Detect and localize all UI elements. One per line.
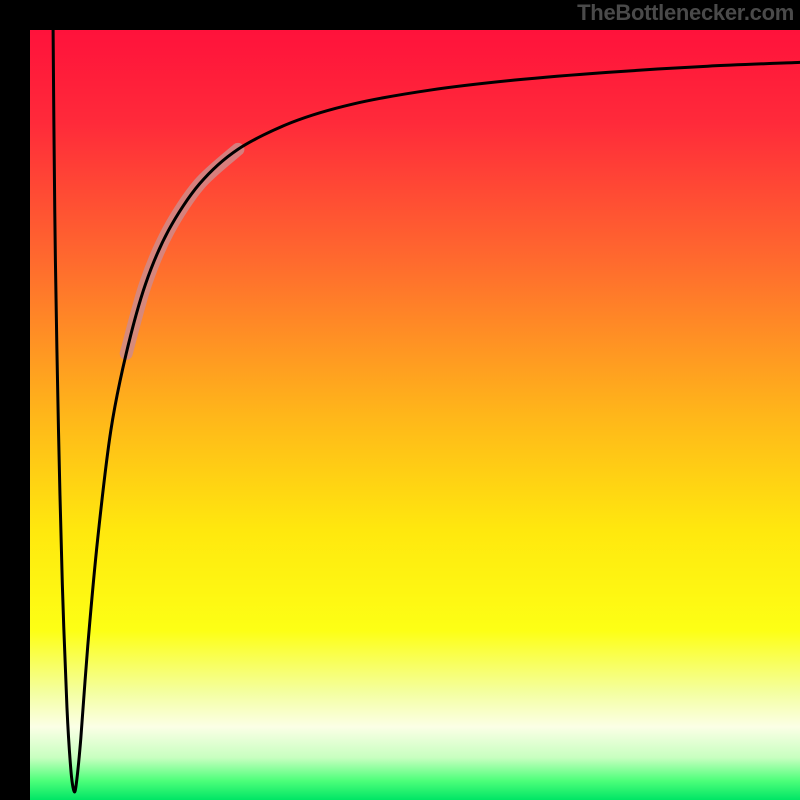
- plot-svg: [30, 30, 800, 800]
- chart-stage: TheBottlenecker.com: [0, 0, 800, 800]
- attribution-text: TheBottlenecker.com: [577, 0, 794, 26]
- gradient-background: [30, 30, 800, 800]
